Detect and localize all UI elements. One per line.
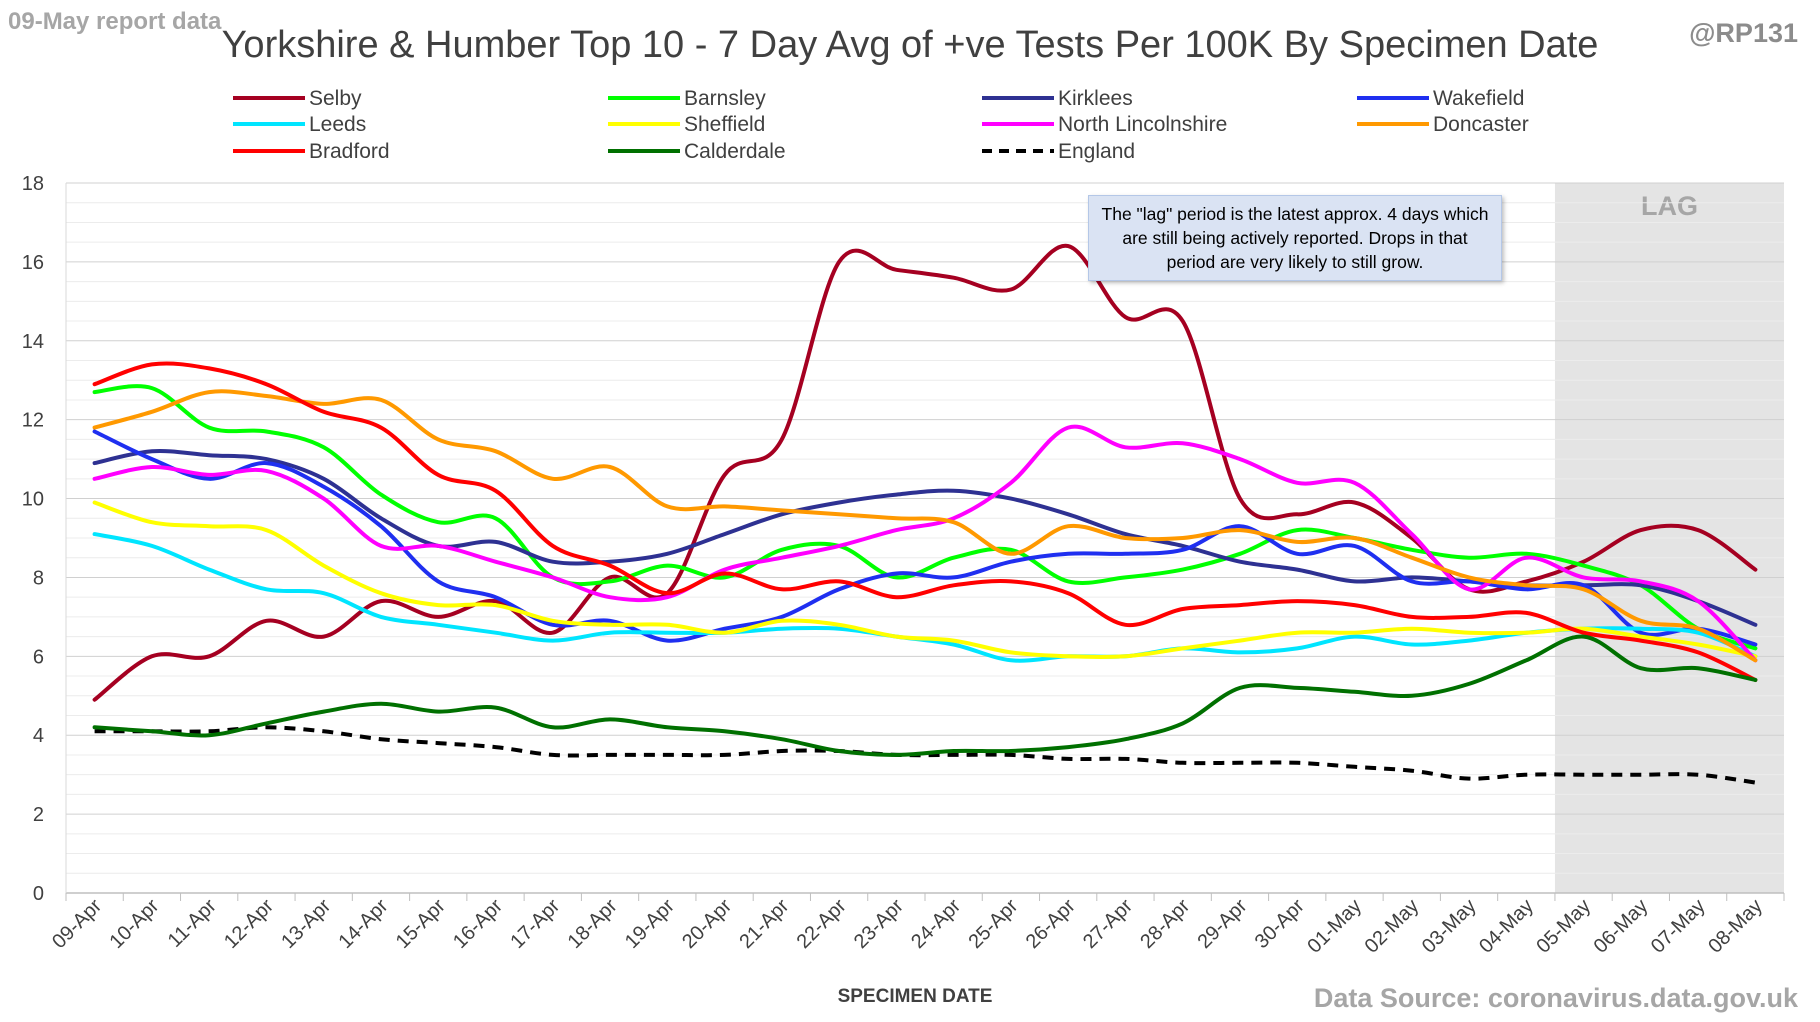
x-tick-label: 20-Apr	[678, 895, 736, 953]
legend-label-barnsley: Barnsley	[684, 87, 766, 110]
legend-label-doncaster: Doncaster	[1433, 113, 1529, 136]
series-layer	[92, 244, 1758, 785]
x-tick-label: 17-Apr	[506, 895, 564, 953]
x-tick-label: 23-Apr	[850, 895, 908, 953]
x-tick-label: 22-Apr	[793, 895, 851, 953]
chart-title: Yorkshire & Humber Top 10 - 7 Day Avg of…	[221, 24, 1599, 66]
x-tick-label: 06-May	[1590, 895, 1653, 958]
series-line-sheffield	[92, 500, 1758, 660]
y-tick-label: 10	[22, 489, 44, 511]
series-line-wakefield	[92, 429, 1758, 647]
x-tick-label: 24-Apr	[907, 895, 965, 953]
x-tick-label: 02-May	[1361, 895, 1424, 958]
lag-label: LAG	[1641, 191, 1698, 221]
y-tick-label: 4	[33, 725, 44, 747]
x-tick-label: 10-Apr	[105, 895, 163, 953]
legend-label-england: England	[1058, 140, 1135, 163]
series-line-bradford	[92, 361, 1758, 682]
legend-label-calderdale: Calderdale	[684, 140, 786, 163]
x-tick-label: 21-Apr	[735, 895, 793, 953]
x-tick-label: 16-Apr	[449, 895, 507, 953]
x-tick-label: 04-May	[1475, 895, 1538, 958]
y-tick-label: 18	[22, 173, 44, 195]
legend-label-wakefield: Wakefield	[1433, 87, 1524, 110]
x-tick-label: 03-May	[1418, 895, 1481, 958]
x-tick-label: 11-Apr	[164, 895, 221, 952]
x-tick-label: 14-Apr	[334, 895, 392, 953]
y-tick-label: 2	[33, 804, 44, 826]
x-tick-label: 09-Apr	[48, 895, 106, 953]
y-tick-label: 0	[33, 883, 44, 905]
author-handle: @RP131	[1689, 18, 1798, 48]
x-tick-label: 18-Apr	[564, 895, 622, 953]
legend-label-bradford: Bradford	[309, 140, 390, 163]
x-tick-label: 19-Apr	[621, 895, 679, 953]
y-tick-label: 16	[22, 252, 44, 274]
x-axis-title: SPECIMEN DATE	[838, 986, 993, 1007]
x-tick-label: 27-Apr	[1079, 895, 1137, 953]
x-tick-label: 12-Apr	[220, 895, 278, 953]
x-tick-label: 26-Apr	[1022, 895, 1080, 953]
y-tick-label: 8	[33, 567, 44, 589]
x-tick-label: 01-May	[1303, 895, 1366, 958]
lag-annotation-note: The "lag" period is the latest approx. 4…	[1088, 195, 1502, 281]
report-date-label: 09-May report data	[8, 8, 222, 35]
grid-layer	[66, 182, 1784, 894]
data-source-label: Data Source: coronavirus.data.gov.uk	[1313, 983, 1798, 1013]
legend-label-sheffield: Sheffield	[684, 113, 765, 136]
x-tick-label: 05-May	[1532, 895, 1595, 958]
series-line-barnsley	[92, 384, 1758, 651]
x-tick-label: 08-May	[1704, 895, 1767, 958]
legend-label-leeds: Leeds	[309, 113, 366, 136]
x-tick-label: 13-Apr	[277, 895, 335, 953]
legend-label-north-lincolnshire: North Lincolnshire	[1058, 113, 1227, 136]
y-tick-label: 14	[22, 331, 44, 353]
x-tick-label: 30-Apr	[1251, 895, 1309, 953]
x-tick-label: 28-Apr	[1136, 895, 1194, 953]
x-tick-label: 15-Apr	[392, 895, 450, 953]
legend-label-kirklees: Kirklees	[1058, 87, 1133, 110]
x-tick-label: 29-Apr	[1193, 895, 1251, 953]
y-tick-label: 12	[22, 410, 44, 432]
x-tick-label: 07-May	[1647, 895, 1710, 958]
x-tick-label: 25-Apr	[964, 895, 1022, 953]
legend: Selby Barnsley Kirklees Wakefield Leeds Sheff…	[233, 87, 1529, 163]
series-line-north-lincolnshire	[92, 424, 1758, 663]
series-line-calderdale	[92, 634, 1758, 757]
y-tick-label: 6	[33, 646, 44, 668]
legend-label-selby: Selby	[309, 87, 362, 110]
series-line-doncaster	[92, 389, 1758, 663]
